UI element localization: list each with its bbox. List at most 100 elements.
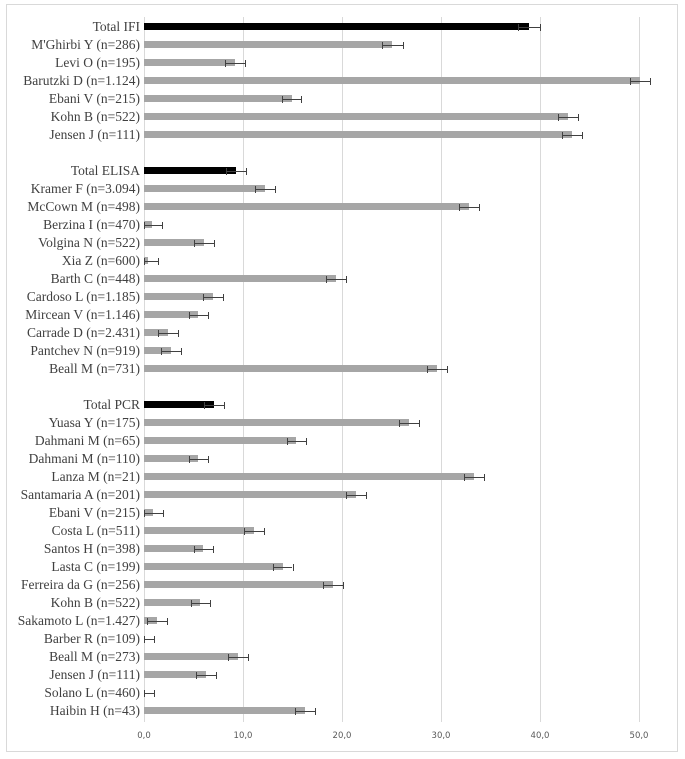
total-label: Total ELISA <box>70 163 140 178</box>
study-bar <box>144 221 152 228</box>
study-bar <box>144 329 168 336</box>
total-bar <box>144 401 215 408</box>
error-bar <box>243 531 264 532</box>
total-bar <box>144 167 237 174</box>
error-bar-cap <box>649 78 651 85</box>
study-bar <box>144 653 239 660</box>
error-bar <box>203 297 224 298</box>
study-label: Ferreira da G (n=256) <box>21 577 140 592</box>
error-bar-cap <box>306 438 308 445</box>
study-bar <box>144 77 640 84</box>
error-bar-cap <box>144 510 145 517</box>
total-bar <box>144 23 530 30</box>
error-bar-cap <box>146 618 148 625</box>
error-bar-cap <box>254 186 256 193</box>
study-label: Pantchev N (n=919) <box>30 343 140 358</box>
error-bar-cap <box>203 294 205 301</box>
study-label: Cardoso L (n=1.185) <box>26 289 140 304</box>
error-bar <box>295 711 316 712</box>
error-bar-cap <box>228 654 230 661</box>
study-bar <box>144 509 153 516</box>
error-bar <box>196 675 217 676</box>
study-label: Santos H (n=398) <box>43 541 140 556</box>
error-bar-cap <box>581 132 583 139</box>
study-bar <box>144 707 306 714</box>
error-bar-cap <box>286 438 288 445</box>
error-bar-cap <box>345 276 347 283</box>
error-bar-cap <box>446 366 448 373</box>
error-bar <box>323 585 343 586</box>
error-bar-cap <box>193 546 195 553</box>
study-bar <box>144 455 199 462</box>
error-bar-cap <box>194 240 196 247</box>
study-bar <box>144 473 474 480</box>
study-bar <box>144 41 393 48</box>
error-bar <box>557 117 578 118</box>
error-bar-cap <box>301 96 303 103</box>
error-bar-cap <box>315 708 317 715</box>
error-bar <box>518 27 540 28</box>
error-bar-cap <box>295 708 297 715</box>
study-bar <box>144 581 334 588</box>
study-label: Kohn B (n=522) <box>50 109 140 124</box>
error-bar-cap <box>458 204 460 211</box>
error-bar-cap <box>144 636 145 643</box>
study-bar <box>144 95 292 102</box>
gridline <box>540 17 541 722</box>
error-bar <box>326 279 346 280</box>
x-tick-label: 10,0 <box>233 731 253 741</box>
error-bar-cap <box>144 222 145 229</box>
study-label: Kohn B (n=522) <box>50 595 140 610</box>
study-bar <box>144 545 204 552</box>
study-label: Barth C (n=448) <box>50 271 140 286</box>
error-bar <box>160 351 181 352</box>
error-bar-cap <box>243 528 245 535</box>
study-label: Xia Z (n=600) <box>61 253 140 268</box>
x-tick-label: 50,0 <box>629 731 649 741</box>
error-bar-cap <box>214 240 216 247</box>
study-label: Dahmani M (n=65) <box>34 433 140 448</box>
error-bar <box>144 261 158 262</box>
study-label: Carrade D (n=2.431) <box>27 325 140 340</box>
study-bar <box>144 599 201 606</box>
error-bar-cap <box>557 114 559 121</box>
study-label: Solano L (n=460) <box>44 685 140 700</box>
study-label: Lasta C (n=199) <box>51 559 140 574</box>
study-bar <box>144 203 469 210</box>
error-bar <box>272 567 293 568</box>
study-label: Beall M (n=273) <box>49 649 140 664</box>
error-bar <box>157 333 178 334</box>
error-bar-cap <box>144 258 145 265</box>
study-label: Berzina I (n=470) <box>43 217 140 232</box>
error-bar-cap <box>213 546 215 553</box>
error-bar <box>188 315 209 316</box>
error-bar-cap <box>577 114 579 121</box>
error-bar-cap <box>180 348 182 355</box>
study-label: Lanza M (n=21) <box>51 469 140 484</box>
x-tick-label: 0,0 <box>137 731 151 741</box>
error-bar <box>204 405 225 406</box>
error-bar-cap <box>157 258 159 265</box>
error-bar <box>228 657 248 658</box>
error-bar-cap <box>161 222 163 229</box>
error-bar-cap <box>381 42 383 49</box>
study-label: Volgina N (n=522) <box>38 235 140 250</box>
error-bar-cap <box>144 690 145 697</box>
error-bar-cap <box>323 582 325 589</box>
error-bar <box>254 189 275 190</box>
error-bar <box>630 81 650 82</box>
error-bar <box>144 693 154 694</box>
error-bar-cap <box>518 24 520 31</box>
error-bar <box>561 135 582 136</box>
error-bar-cap <box>225 60 227 67</box>
study-bar <box>144 257 148 264</box>
total-label: Total PCR <box>83 397 140 412</box>
study-bar <box>144 563 283 570</box>
error-bar <box>225 63 245 64</box>
error-bar <box>286 441 307 442</box>
gridline <box>639 17 640 722</box>
study-bar <box>144 275 337 282</box>
error-bar-cap <box>190 600 192 607</box>
error-bar-cap <box>365 492 367 499</box>
error-bar-cap <box>244 60 246 67</box>
